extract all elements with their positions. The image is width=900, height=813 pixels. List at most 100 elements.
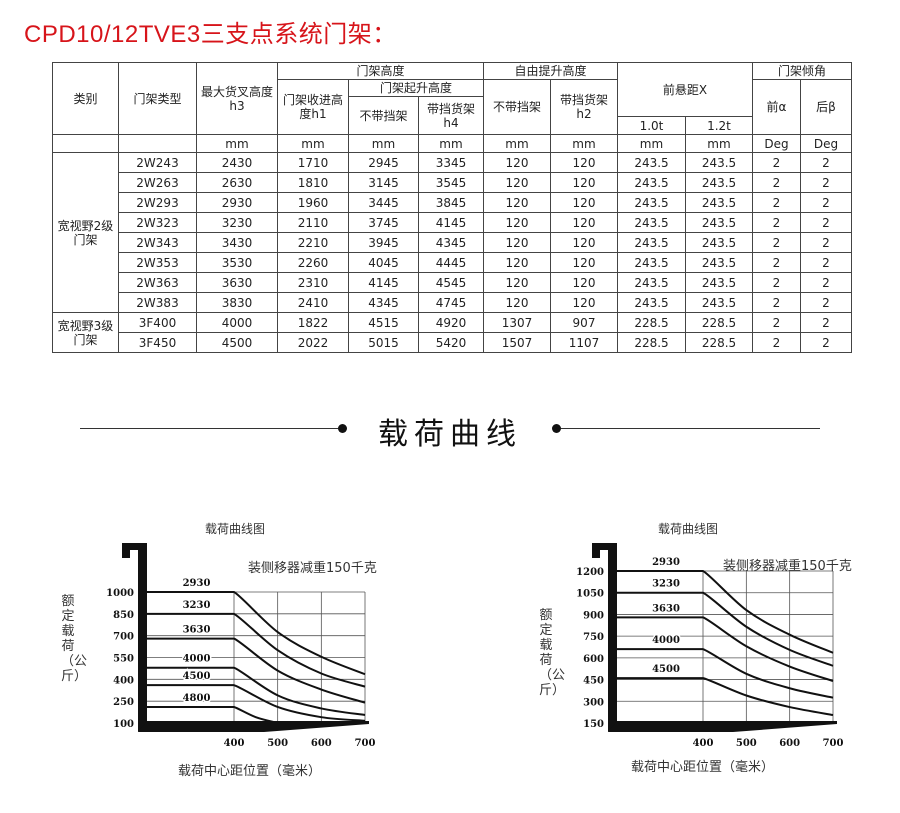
value-cell: 907: [550, 312, 618, 333]
mast-spec-table: 类别 门架类型 最大货叉高度 h3 门架高度 自由提升高度 前悬距X 门架倾角 门…: [52, 62, 852, 353]
series-label: 4000: [183, 654, 211, 665]
value-cell: 3530: [196, 252, 278, 273]
value-cell: 120: [550, 272, 618, 293]
value-cell: 228.5: [685, 332, 753, 353]
header-free-with-backrest: 带挡货架 h2: [550, 79, 618, 135]
value-cell: 243.5: [685, 292, 753, 313]
value-cell: 2110: [277, 212, 349, 233]
value-cell: 2022: [277, 332, 349, 353]
y-tick-label: 450: [583, 676, 604, 687]
header-mast-type: 门架类型: [118, 62, 197, 135]
header-mast-height: 门架高度: [277, 62, 484, 80]
y-tick-label: 600: [583, 654, 604, 665]
mast-type-cell: 2W383: [118, 292, 197, 313]
header-rear-tilt: 后β: [800, 79, 852, 135]
value-cell: 2: [752, 232, 801, 253]
value-cell: 120: [550, 212, 618, 233]
value-cell: 120: [483, 292, 551, 313]
value-cell: 2930: [196, 192, 278, 213]
value-cell: 243.5: [685, 252, 753, 273]
bullet-dot: [552, 424, 561, 433]
section-heading: 载荷曲线: [378, 417, 522, 452]
value-cell: 3445: [348, 192, 419, 213]
value-cell: 2260: [277, 252, 349, 273]
units-blank: [52, 134, 119, 153]
series-label: 2930: [183, 578, 211, 589]
unit-cell: mm: [685, 134, 753, 153]
load-curve-3230: [147, 612, 366, 688]
value-cell: 2: [800, 292, 852, 313]
unit-cell: mm: [348, 134, 419, 153]
y-tick-label: 850: [113, 610, 134, 621]
value-cell: 2: [800, 252, 852, 273]
series-label: 4000: [652, 635, 680, 646]
header-mast-raised: 门架起升高度: [348, 79, 484, 97]
value-cell: 3845: [418, 192, 484, 213]
unit-cell: mm: [418, 134, 484, 153]
value-cell: 2: [752, 252, 801, 273]
mast-wall-shape: [122, 543, 147, 732]
value-cell: 3430: [196, 232, 278, 253]
value-cell: 243.5: [685, 172, 753, 193]
load-chart-1-0t: 1000 850 700 550 400 250 100 400 500 600 700 2930 32…: [50, 510, 390, 780]
value-cell: 2: [752, 332, 801, 353]
value-cell: 120: [550, 172, 618, 193]
value-cell: 243.5: [685, 232, 753, 253]
table-row: 宽视野2级门架 2W243 2430 1710 2945 3345 120 120 243.5 2…: [52, 152, 852, 313]
value-cell: 1107: [550, 332, 618, 353]
value-cell: 2: [752, 192, 801, 213]
y-tick-label: 550: [113, 654, 134, 665]
load-curve-3630: [617, 616, 834, 682]
unit-cell: mm: [617, 134, 686, 153]
header-free-no-backrest: 不带挡架: [483, 79, 551, 135]
value-cell: 2: [800, 232, 852, 253]
mast-wall-shape: [592, 543, 617, 732]
value-cell: 2945: [348, 152, 419, 173]
value-cell: 3745: [348, 212, 419, 233]
value-cell: 2: [752, 212, 801, 233]
value-cell: 120: [483, 152, 551, 173]
header-tilt: 门架倾角: [752, 62, 852, 80]
value-cell: 228.5: [617, 312, 686, 333]
x-tick-label: 600: [311, 738, 332, 749]
chart-note: 装侧移器减重150千克: [248, 561, 377, 576]
mast-type-cell: 3F450: [118, 332, 197, 353]
y-tick-label: 750: [583, 632, 604, 643]
unit-cell: mm: [550, 134, 618, 153]
header-1-2t: 1.2t: [685, 116, 753, 135]
unit-cell: mm: [196, 134, 278, 153]
value-cell: 1307: [483, 312, 551, 333]
divider-line: [80, 428, 338, 429]
value-cell: 2: [800, 312, 852, 333]
series-label: 3230: [652, 579, 680, 590]
y-tick-label: 1000: [106, 588, 134, 599]
mast-type-cell: 2W263: [118, 172, 197, 193]
value-cell: 1710: [277, 152, 349, 173]
value-cell: 243.5: [617, 252, 686, 273]
value-cell: 2630: [196, 172, 278, 193]
header-front-tilt: 前α: [752, 79, 801, 135]
value-cell: 3545: [418, 172, 484, 193]
value-cell: 243.5: [617, 272, 686, 293]
x-axis-label: 载荷中心距位置（毫米）: [178, 764, 322, 779]
table-row: 2W353 3530 2260 4045 4445 120 120 243.5 243.5 2 2: [53, 252, 852, 273]
value-cell: 4345: [348, 292, 419, 313]
load-curve-4800: [147, 705, 278, 724]
y-tick-label: 250: [113, 697, 134, 708]
mast-type-cell: 2W353: [118, 252, 197, 273]
value-cell: 2: [800, 192, 852, 213]
chart-svg: 1200 1050 900 750 600 450 300 150 400 500 600 700 29…: [576, 543, 843, 749]
load-curve-3630: [147, 637, 366, 704]
mast-type-cell: 2W343: [118, 232, 197, 253]
y-tick-label: 1050: [576, 589, 604, 600]
category-cell: 宽视野3级门架: [52, 312, 119, 353]
mast-type-cell: 3F400: [118, 312, 197, 333]
value-cell: 2: [752, 272, 801, 293]
value-cell: 1822: [277, 312, 349, 333]
unit-cell: Deg: [800, 134, 852, 153]
header-no-backrest: 不带挡架: [348, 96, 419, 135]
header-mast-lowered: 门架收进高 度h1: [277, 79, 349, 135]
load-curve-4500: [617, 677, 834, 717]
value-cell: 243.5: [617, 292, 686, 313]
value-cell: 2: [752, 292, 801, 313]
